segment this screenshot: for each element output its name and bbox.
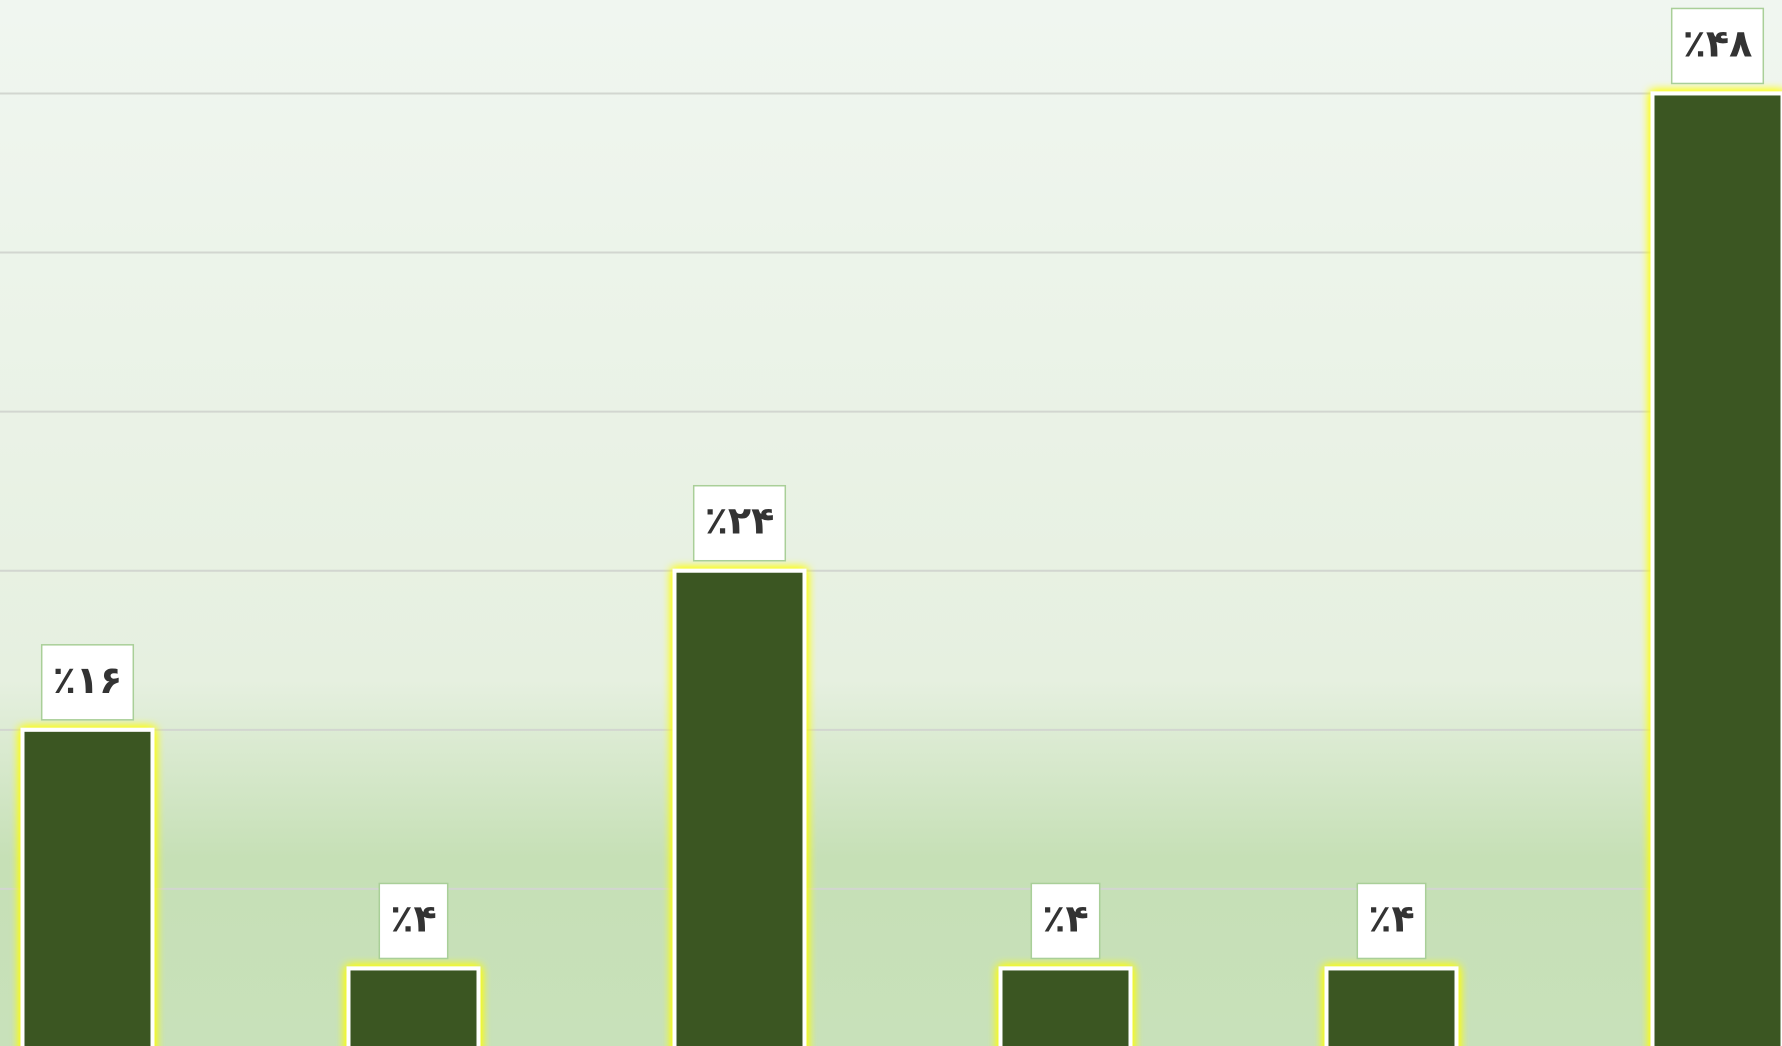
value-label: ٪۴۸	[1683, 21, 1753, 65]
value-label-box	[40, 644, 135, 721]
value-label-box	[1030, 882, 1101, 960]
bar	[1324, 966, 1459, 1046]
value-label-box	[378, 882, 449, 960]
bar	[1650, 91, 1782, 1046]
value-label-box	[692, 484, 787, 562]
bar	[998, 966, 1133, 1046]
value-label: ٪۱۶	[53, 658, 123, 702]
bar	[20, 727, 155, 1046]
value-label: ٪۴	[390, 896, 436, 940]
bar	[346, 966, 481, 1046]
value-label-box	[1356, 882, 1427, 960]
value-label: ٪۴	[1368, 896, 1414, 940]
value-label: ٪۴	[1042, 896, 1088, 940]
bar	[672, 568, 807, 1046]
value-label: ٪۲۴	[705, 499, 775, 543]
value-label-box	[1670, 7, 1765, 85]
